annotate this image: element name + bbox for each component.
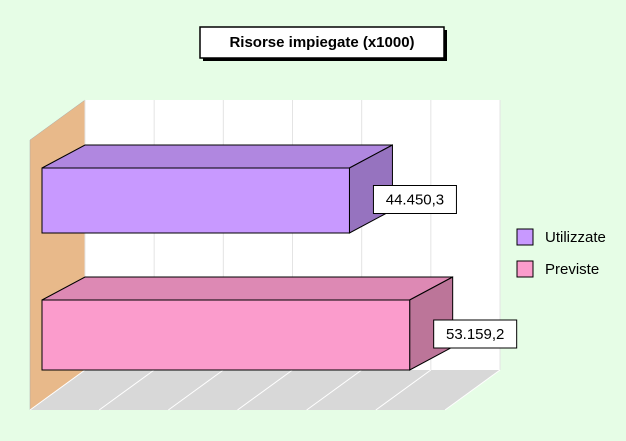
floor-grid-line [29, 369, 86, 411]
legend-swatch [516, 228, 534, 246]
legend-label: Previste [545, 261, 599, 278]
floor-grid-line [98, 369, 155, 411]
bar-top [41, 144, 393, 169]
value-label-box [372, 185, 457, 214]
floor-grid-line [306, 369, 362, 411]
legend-swatch [516, 260, 534, 278]
value-label-box [433, 319, 518, 349]
floor-grid-line [237, 369, 293, 411]
bar [41, 299, 411, 371]
floor-grid-line [168, 369, 224, 411]
floor-grid-line [444, 369, 501, 411]
title-box [199, 26, 445, 59]
floor-grid-line [375, 369, 432, 411]
legend-label: Utilizzate [545, 229, 606, 246]
bar [41, 167, 350, 234]
value-label: 53.159,2 [446, 326, 504, 343]
bar-top [41, 276, 453, 301]
value-label: 44.450,3 [386, 191, 444, 208]
chart-title: Risorse impiegate (x1000) [229, 34, 414, 51]
